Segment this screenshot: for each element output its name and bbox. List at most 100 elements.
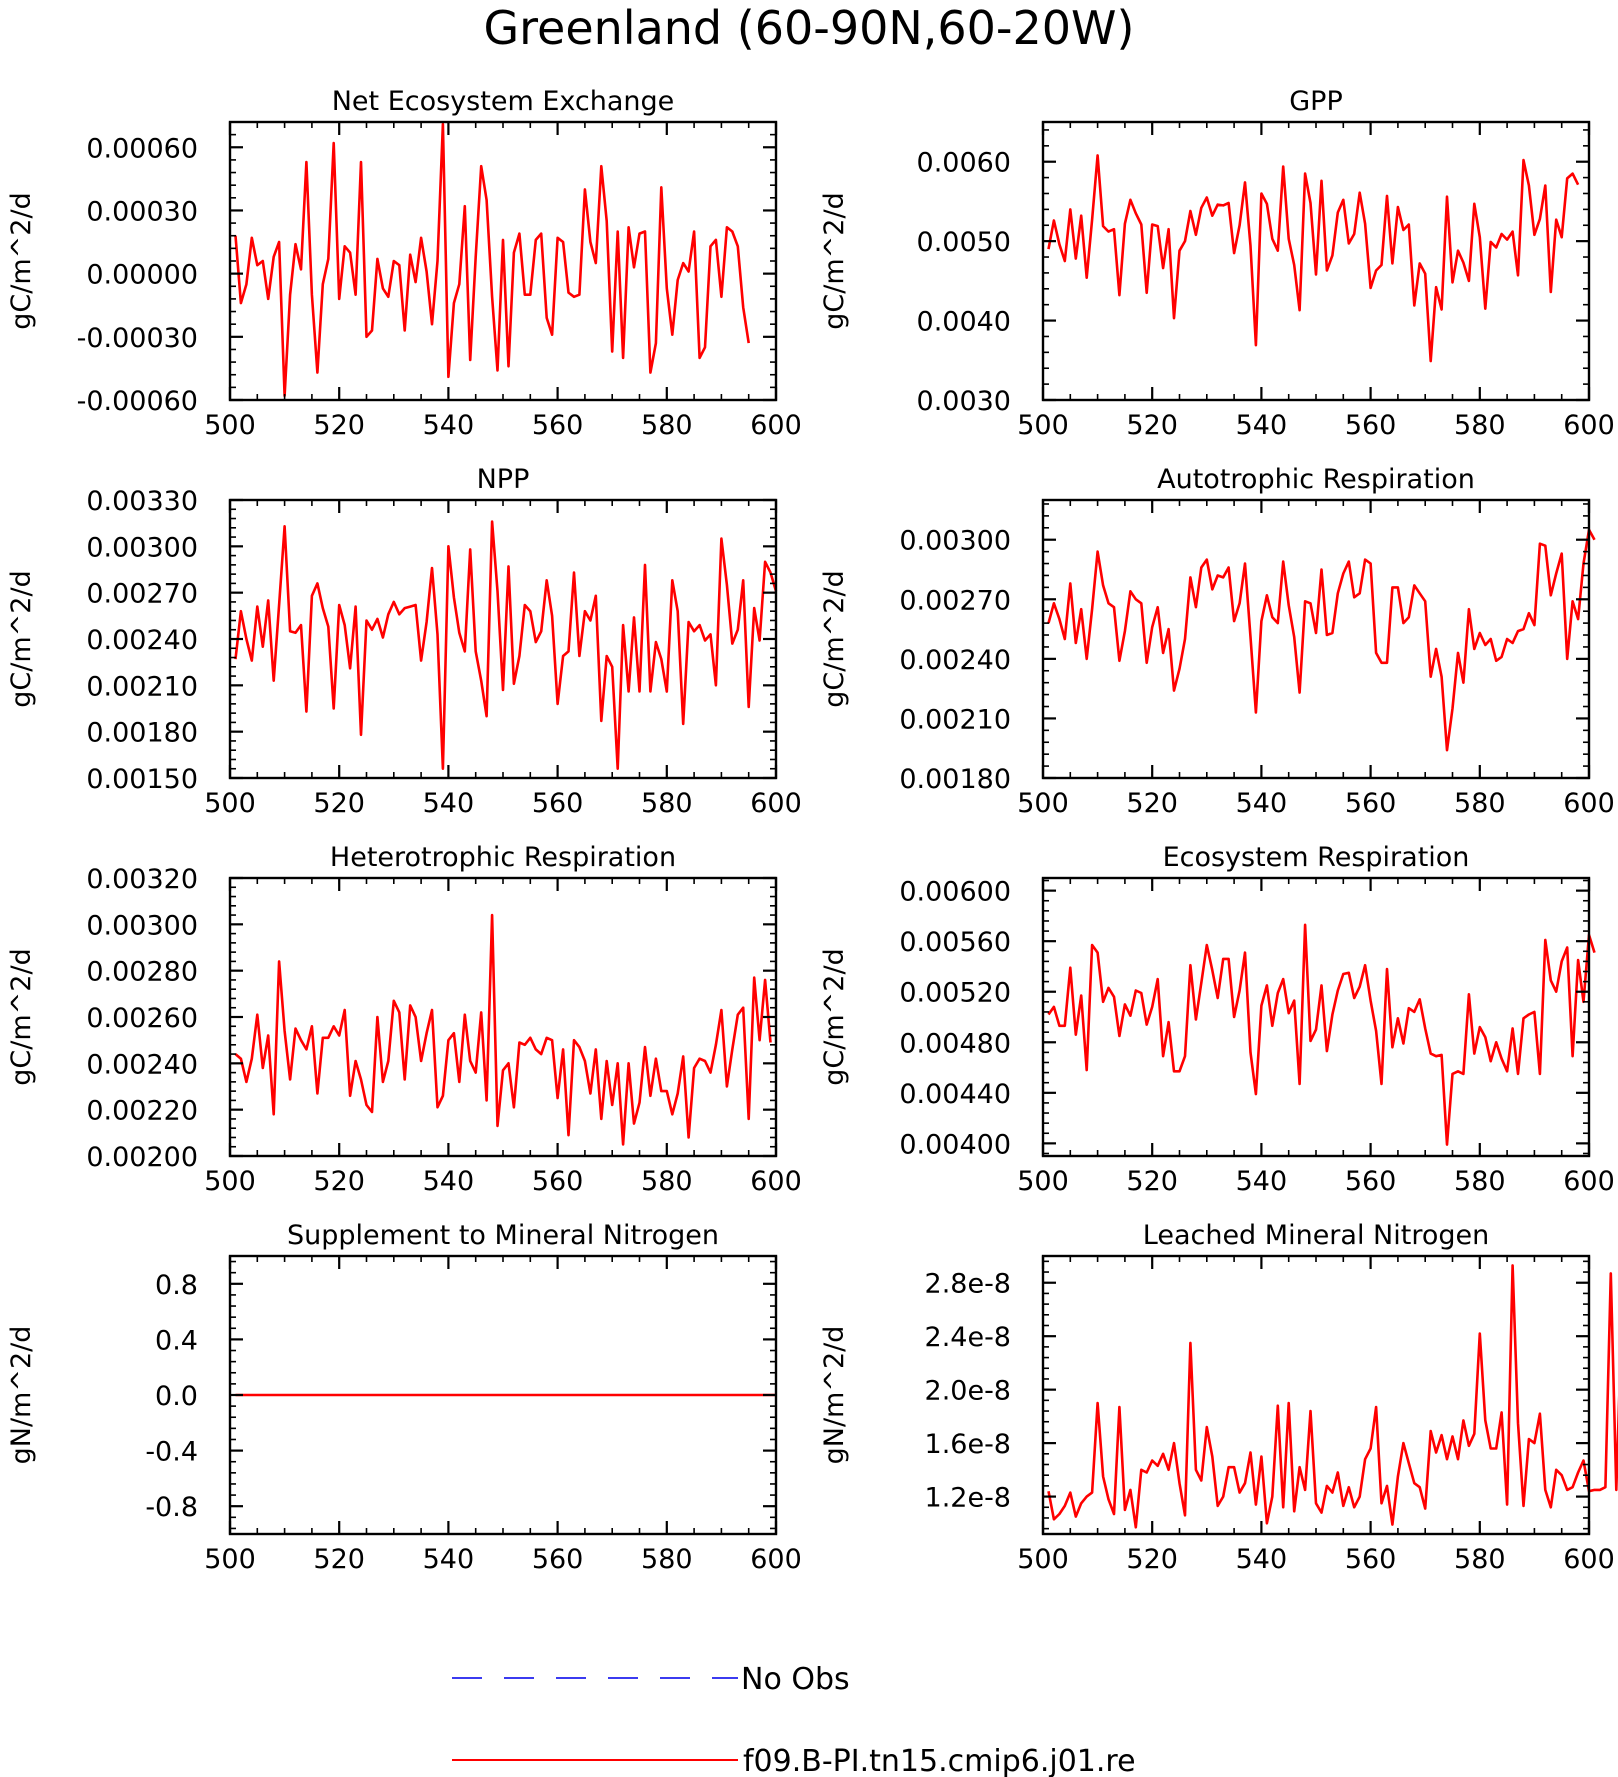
y-tick-label: 0.8	[155, 1270, 198, 1301]
x-tick-label: 580	[641, 788, 693, 819]
x-tick-label: 540	[423, 1166, 475, 1197]
x-tick-label: 560	[532, 1544, 584, 1575]
y-tick-label: 0.00030	[86, 196, 198, 227]
y-axis-label: gC/m^2/d	[819, 948, 850, 1085]
chart-panel-1: Net Ecosystem Exchange gC/m^2/d 500 520 540 5…	[6, 86, 802, 441]
panel-title: Ecosystem Respiration	[1163, 842, 1470, 873]
x-tick-label: 520	[313, 788, 365, 819]
y-tick-label: 0.00330	[86, 486, 198, 517]
chart-panel-6: Ecosystem Respiration gC/m^2/d 500 520 540 56…	[819, 842, 1615, 1197]
y-tick-label: 0.00240	[899, 645, 1011, 676]
x-tick-label: 540	[1236, 788, 1288, 819]
x-tick-label: 500	[1017, 410, 1069, 441]
y-tick-label: 0.00300	[86, 532, 198, 563]
x-tick-label: 580	[1454, 410, 1506, 441]
x-tick-label: 600	[1563, 1166, 1615, 1197]
y-tick-label: 0.00300	[86, 910, 198, 941]
y-tick-label: 0.4	[155, 1325, 198, 1356]
x-tick-label: 520	[1126, 410, 1178, 441]
y-tick-label: 0.00210	[899, 704, 1011, 735]
series-line	[234, 913, 772, 1146]
y-tick-label: 2.0e-8	[925, 1376, 1011, 1407]
y-tick-label: -0.4	[145, 1437, 198, 1468]
y-tick-label: 0.0030	[917, 386, 1011, 417]
x-tick-label: 580	[1454, 1544, 1506, 1575]
y-tick-label: 0.0050	[917, 227, 1011, 258]
y-tick-label: 0.00180	[899, 764, 1011, 795]
y-tick-label: 0.0	[155, 1381, 198, 1412]
chart-panel-4: Autotrophic Respiration gC/m^2/d 500 520 540…	[819, 464, 1615, 819]
y-axis-label: gN/m^2/d	[819, 1326, 850, 1465]
x-tick-label: 560	[1345, 1544, 1397, 1575]
x-tick-label: 600	[1563, 788, 1615, 819]
x-tick-label: 520	[1126, 1544, 1178, 1575]
x-tick-label: 540	[1236, 410, 1288, 441]
y-tick-label: 2.8e-8	[925, 1269, 1011, 1300]
x-tick-label: 500	[204, 788, 256, 819]
y-tick-label: 0.00150	[86, 764, 198, 795]
x-tick-label: 540	[1236, 1544, 1288, 1575]
x-tick-label: 520	[313, 410, 365, 441]
x-tick-label: 580	[1454, 788, 1506, 819]
x-tick-label: 560	[1345, 1166, 1397, 1197]
y-tick-label: 0.00220	[86, 1096, 198, 1127]
y-tick-label: 0.00210	[86, 671, 198, 702]
x-tick-label: 540	[1236, 1166, 1288, 1197]
panel-title: Heterotrophic Respiration	[330, 842, 676, 873]
y-axis-label: gC/m^2/d	[6, 570, 37, 707]
series-line	[1047, 154, 1580, 363]
panel-title: Supplement to Mineral Nitrogen	[287, 1220, 719, 1251]
x-tick-label: 560	[532, 410, 584, 441]
x-tick-label: 600	[1563, 410, 1615, 441]
panel-title: GPP	[1289, 86, 1343, 117]
legend-label-model: f09.B-PI.tn15.cmip6.j01.re	[743, 1744, 1136, 1777]
plot-frame	[228, 498, 778, 780]
legend: No Obs f09.B-PI.tn15.cmip6.j01.re	[452, 1662, 1136, 1777]
y-tick-label: 0.00440	[899, 1079, 1011, 1110]
y-tick-label: 0.00200	[86, 1142, 198, 1173]
y-tick-label: 0.00240	[86, 625, 198, 656]
series-line	[1047, 1264, 1618, 1529]
series-line	[234, 520, 778, 771]
panel-title: Net Ecosystem Exchange	[332, 86, 675, 117]
x-tick-label: 560	[1345, 788, 1397, 819]
x-tick-label: 580	[641, 410, 693, 441]
y-tick-label: -0.8	[145, 1492, 198, 1523]
x-tick-label: 540	[423, 1544, 475, 1575]
x-tick-label: 560	[1345, 410, 1397, 441]
x-tick-label: 600	[750, 788, 802, 819]
y-tick-label: 0.00180	[86, 718, 198, 749]
x-tick-label: 540	[423, 788, 475, 819]
y-axis-label: gC/m^2/d	[819, 570, 850, 707]
y-tick-label: 0.00480	[899, 1028, 1011, 1059]
x-tick-label: 600	[750, 1166, 802, 1197]
x-tick-label: 500	[204, 410, 256, 441]
panel-title: NPP	[477, 464, 530, 495]
y-tick-label: 0.00600	[899, 877, 1011, 908]
panel-title: Leached Mineral Nitrogen	[1143, 1220, 1489, 1251]
y-tick-label: 0.00560	[899, 927, 1011, 958]
x-tick-label: 520	[313, 1166, 365, 1197]
x-tick-label: 600	[750, 410, 802, 441]
x-tick-label: 500	[204, 1166, 256, 1197]
legend-label-no-obs: No Obs	[741, 1662, 850, 1697]
y-tick-label: 0.00000	[86, 260, 198, 291]
y-tick-label: 1.2e-8	[925, 1483, 1011, 1514]
y-tick-label: 0.0060	[917, 148, 1011, 179]
x-tick-label: 600	[1563, 1544, 1615, 1575]
y-tick-label: 1.6e-8	[925, 1429, 1011, 1460]
y-tick-label: -0.00060	[77, 386, 198, 417]
x-tick-label: 520	[1126, 788, 1178, 819]
y-axis-label: gC/m^2/d	[819, 192, 850, 329]
y-tick-label: 0.00520	[899, 978, 1011, 1009]
x-tick-label: 560	[532, 1166, 584, 1197]
y-axis-label: gN/m^2/d	[6, 1326, 37, 1465]
y-tick-label: 0.0040	[917, 307, 1011, 338]
plot-frame	[228, 876, 778, 1158]
x-tick-label: 560	[532, 788, 584, 819]
chart-panel-3: NPP gC/m^2/d 500 520 540 560 580 600 0.00150 0.00…	[6, 464, 802, 819]
x-tick-label: 520	[1126, 1166, 1178, 1197]
y-tick-label: 2.4e-8	[925, 1322, 1011, 1353]
y-tick-label: 0.00270	[899, 585, 1011, 616]
